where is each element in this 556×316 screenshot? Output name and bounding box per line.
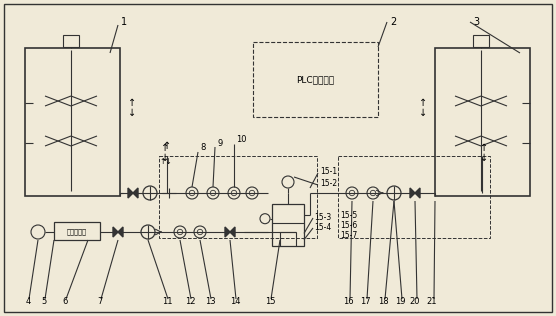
- Text: 1: 1: [121, 17, 127, 27]
- Text: ↑: ↑: [163, 141, 171, 151]
- Polygon shape: [113, 227, 118, 237]
- Text: 12: 12: [185, 297, 195, 307]
- Text: 2: 2: [390, 17, 396, 27]
- Text: 15-3: 15-3: [314, 214, 331, 222]
- Text: 18: 18: [378, 297, 388, 307]
- Bar: [272, 204, 304, 246]
- Text: 13: 13: [205, 297, 215, 307]
- Text: 8: 8: [200, 143, 205, 153]
- Text: 17: 17: [360, 297, 370, 307]
- Text: 9: 9: [217, 138, 222, 148]
- Text: 10: 10: [236, 136, 246, 144]
- Text: 15-1: 15-1: [320, 167, 337, 177]
- Bar: [63, 35, 79, 47]
- Text: 空气压缩机: 空气压缩机: [67, 229, 87, 235]
- Text: 7: 7: [97, 297, 103, 307]
- Polygon shape: [118, 227, 123, 237]
- Text: 16: 16: [342, 297, 353, 307]
- Bar: [25, 48, 120, 196]
- Text: 15-7: 15-7: [340, 232, 358, 240]
- Bar: [338, 156, 490, 238]
- Text: ↓: ↓: [161, 153, 169, 163]
- Bar: [435, 48, 530, 196]
- Text: 15: 15: [265, 297, 275, 307]
- Text: ↓: ↓: [419, 108, 427, 118]
- Bar: [159, 156, 317, 238]
- Text: 15-5: 15-5: [340, 211, 358, 221]
- Polygon shape: [128, 188, 133, 198]
- Text: 15-2: 15-2: [320, 179, 337, 189]
- Text: PLC控制系统: PLC控制系统: [296, 75, 335, 84]
- Polygon shape: [230, 227, 235, 237]
- Text: 20: 20: [410, 297, 420, 307]
- Text: 4: 4: [26, 297, 31, 307]
- Text: ↑: ↑: [128, 98, 136, 108]
- Bar: [54, 222, 100, 240]
- Text: ↓: ↓: [128, 108, 136, 118]
- Text: ↑↓: ↑↓: [160, 157, 172, 167]
- Text: ↓: ↓: [480, 153, 488, 163]
- Polygon shape: [410, 188, 415, 198]
- Bar: [253, 42, 378, 117]
- Bar: [473, 35, 489, 47]
- Text: 15-6: 15-6: [340, 222, 358, 230]
- Text: 11: 11: [162, 297, 172, 307]
- Text: 21: 21: [427, 297, 437, 307]
- Text: 3: 3: [473, 17, 479, 27]
- Text: 19: 19: [395, 297, 405, 307]
- Text: ↑: ↑: [419, 98, 427, 108]
- Polygon shape: [133, 188, 138, 198]
- Text: 5: 5: [41, 297, 47, 307]
- Text: ↑: ↑: [480, 143, 488, 153]
- Text: ↑: ↑: [161, 143, 169, 153]
- Text: 14: 14: [230, 297, 240, 307]
- Text: 15-4: 15-4: [314, 223, 331, 233]
- Polygon shape: [225, 227, 230, 237]
- Polygon shape: [415, 188, 420, 198]
- Text: 6: 6: [62, 297, 68, 307]
